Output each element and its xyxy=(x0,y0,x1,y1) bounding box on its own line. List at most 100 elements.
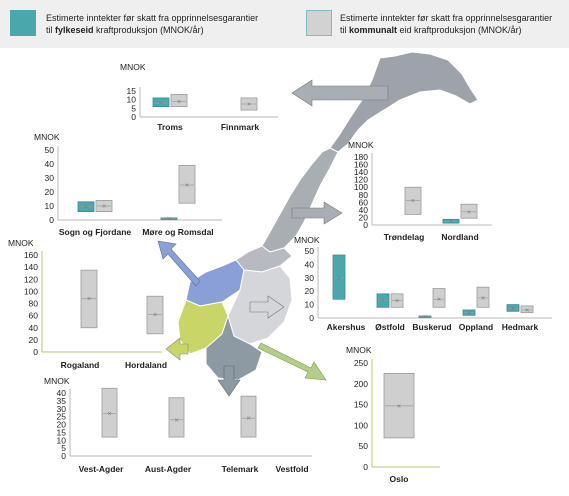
mean-marker: × xyxy=(397,403,401,410)
category-label: Vestfold xyxy=(275,464,308,474)
box-kommunalt xyxy=(404,186,422,215)
y-axis-label: MNOK xyxy=(44,376,70,386)
legend-swatch-fylkeseid xyxy=(10,10,36,36)
box-kommunalt xyxy=(432,288,446,308)
category-label: Akershus xyxy=(327,322,366,332)
box-fylkeseid xyxy=(506,304,520,312)
y-tick-label: 0 xyxy=(33,347,38,357)
box-kommunalt xyxy=(476,286,490,308)
y-axis-label: MNOK xyxy=(294,235,320,245)
y-tick-label: 5 xyxy=(131,103,136,113)
y-tick-label: 250 xyxy=(354,358,368,368)
box-kommunalt xyxy=(520,305,534,314)
y-tick-label: 0 xyxy=(49,215,54,225)
category-label: Oslo xyxy=(390,474,409,484)
legend-text-fylkeseid: Estimerte inntekter før skatt fra opprin… xyxy=(46,12,258,36)
y-tick-label: 15 xyxy=(57,427,67,437)
y-tick-label: 15 xyxy=(127,86,137,96)
y-tick-label: 30 xyxy=(57,404,67,414)
chart-rogaland-hordaland: MNOK 0 20 40 60 80 100 120 140 160 Rogaland × Hordal… xyxy=(8,238,167,370)
mean-marker: × xyxy=(153,312,157,319)
y-tick-label: 30 xyxy=(305,273,315,283)
y-tick-label: 20 xyxy=(359,212,369,222)
y-tick-label: 200 xyxy=(354,379,368,389)
mean-marker: × xyxy=(159,101,163,108)
category-label: Troms xyxy=(157,122,183,132)
mean-marker: × xyxy=(467,209,471,216)
y-tick-label: 0 xyxy=(309,313,314,323)
mean-marker: × xyxy=(246,416,250,423)
y-tick-label: 40 xyxy=(305,259,315,269)
mean-marker: × xyxy=(481,295,485,302)
arrow-southwest-to-rogaland xyxy=(165,337,189,361)
mean-marker: × xyxy=(337,275,341,282)
category-label: Oppland xyxy=(459,322,493,332)
legend: Estimerte inntekter før skatt fra opprin… xyxy=(0,0,569,48)
y-axis-label: MNOK xyxy=(346,345,372,355)
mean-marker: × xyxy=(84,204,88,211)
y-tick-label: 80 xyxy=(359,190,369,200)
mean-marker: × xyxy=(395,298,399,305)
mean-marker: × xyxy=(437,297,441,304)
legend-kommunalt-line2: til kommunalt eid kraftproduksjon (MNOK/… xyxy=(340,25,522,35)
y-tick-label: 0 xyxy=(363,220,368,230)
box-kommunalt xyxy=(178,164,196,204)
mean-marker: × xyxy=(411,198,415,205)
y-tick-label: 10 xyxy=(57,435,67,445)
category-label: Sogn og Fjordane xyxy=(59,227,132,237)
map-north-region xyxy=(329,51,479,153)
legend-fylkeseid-line1: Estimerte inntekter før skatt fra opprin… xyxy=(46,13,259,23)
category-label: Telemark xyxy=(222,464,259,474)
y-tick-label: 20 xyxy=(45,187,55,197)
y-tick-label: 100 xyxy=(24,286,38,296)
box-kommunalt xyxy=(101,387,118,438)
y-tick-label: 80 xyxy=(29,299,39,309)
box-kommunalt xyxy=(170,94,188,108)
y-tick-label: 0 xyxy=(363,462,368,472)
y-tick-label: 30 xyxy=(45,173,55,183)
arrow-north-to-troms xyxy=(291,79,389,107)
y-tick-label: 0 xyxy=(61,451,66,461)
y-tick-label: 120 xyxy=(24,274,38,284)
y-tick-label: 150 xyxy=(354,400,368,410)
y-tick-label: 100 xyxy=(354,182,368,192)
mean-marker: × xyxy=(185,183,189,190)
mean-marker: × xyxy=(381,298,385,305)
y-tick-label: 120 xyxy=(354,175,368,185)
arrow-south-to-agder xyxy=(217,365,241,397)
mean-marker: × xyxy=(177,99,181,106)
y-tick-label: 20 xyxy=(57,420,67,430)
y-tick-label: 160 xyxy=(354,160,368,170)
y-axis-label: MNOK xyxy=(8,238,34,248)
map-south-region xyxy=(205,314,263,381)
chart-sogn-more: MNOK 0 10 20 30 40 50 Sogn og Fjordane × × Møre og… xyxy=(34,132,222,237)
box-fylkeseid xyxy=(332,254,346,300)
mean-marker: × xyxy=(107,411,111,418)
y-tick-label: 40 xyxy=(57,388,67,398)
arrow-southeast-to-oslo xyxy=(257,342,327,381)
y-tick-label: 50 xyxy=(45,145,55,155)
category-label: Rogaland xyxy=(61,360,100,370)
map-trondelag-region xyxy=(235,245,293,273)
category-label: Buskerud xyxy=(412,322,451,332)
y-tick-label: 10 xyxy=(127,95,137,105)
mean-marker: × xyxy=(174,417,178,424)
box-kommunalt xyxy=(460,203,478,219)
y-tick-label: 60 xyxy=(359,197,369,207)
category-label: Trøndelag xyxy=(384,232,425,242)
mean-marker: × xyxy=(467,310,471,317)
mean-marker: × xyxy=(423,314,427,321)
mean-marker: × xyxy=(511,306,515,313)
y-tick-label: 35 xyxy=(57,396,67,406)
box-kommunalt xyxy=(240,395,257,438)
y-tick-label: 180 xyxy=(354,152,368,162)
chart-oslo: MNOK 0 50 100 150 200 250 Oslo × xyxy=(346,345,440,484)
y-tick-label: 20 xyxy=(305,286,315,296)
box-kommunalt xyxy=(168,397,185,438)
y-tick-label: 40 xyxy=(45,159,55,169)
category-label: Østfold xyxy=(375,322,405,332)
